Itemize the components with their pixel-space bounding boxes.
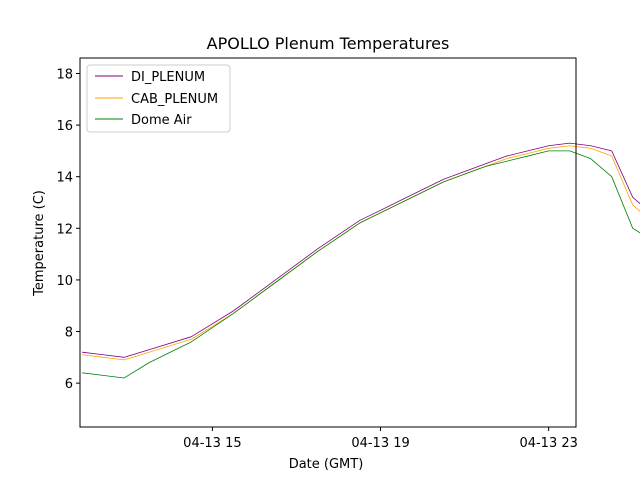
- y-axis-label: Temperature (C): [32, 190, 47, 297]
- y-tick-label: 18: [56, 67, 73, 82]
- legend-label-dome-air: Dome Air: [131, 113, 192, 128]
- chart-title: APOLLO Plenum Temperatures: [207, 34, 450, 53]
- x-tick-label: 04-13 19: [351, 436, 409, 451]
- legend-label-cab-plenum: CAB_PLENUM: [131, 92, 218, 107]
- y-tick-label: 14: [56, 171, 73, 186]
- legend: DI_PLENUM CAB_PLENUM Dome Air: [86, 64, 231, 133]
- y-tick-label: 10: [56, 274, 73, 289]
- x-tick-label: 04-13 23: [519, 436, 577, 451]
- plot-frame: [79, 57, 577, 428]
- y-tick-label: 8: [65, 326, 73, 341]
- legend-label-di-plenum: DI_PLENUM: [131, 70, 205, 85]
- legend-box: [86, 64, 231, 133]
- x-axis-label: Date (GMT): [289, 457, 364, 472]
- x-tick-label: 04-13 15: [183, 436, 241, 451]
- y-tick-label: 12: [56, 222, 73, 237]
- y-tick-label: 16: [56, 119, 73, 134]
- series-layer: [82, 142, 640, 379]
- series-line-dome-air: [82, 150, 640, 379]
- series-line-di-plenum: [82, 142, 640, 358]
- plot-area: [79, 57, 640, 428]
- y-axis: 6 8 10 12 14 16 18: [56, 67, 80, 392]
- y-tick-label: 6: [65, 377, 73, 392]
